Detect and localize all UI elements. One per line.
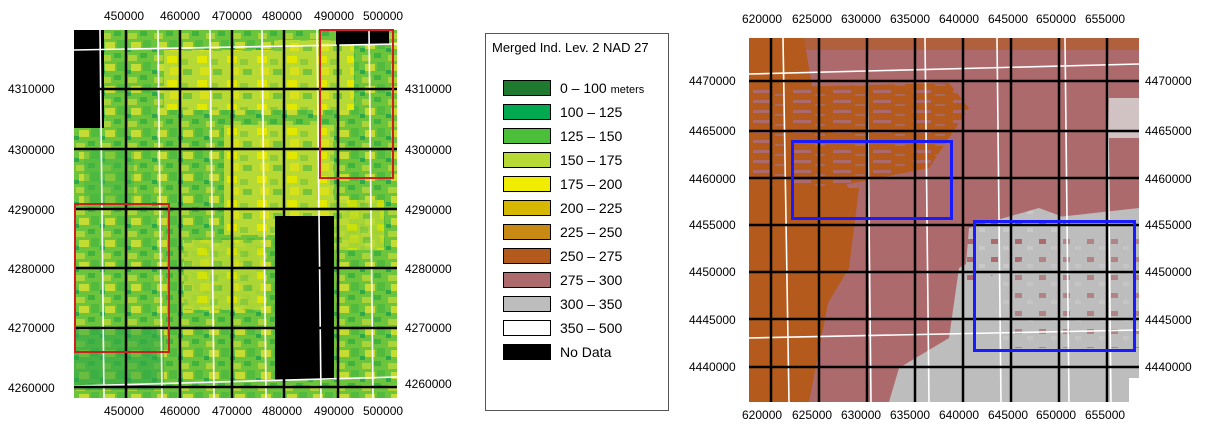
left-y-tick-right: 4310000 [405, 82, 452, 96]
left-highlight-box-southwest [74, 203, 170, 353]
legend-swatch [503, 272, 551, 288]
right-y-tick-right: 4460000 [1145, 172, 1192, 186]
right-highlight-box-northwest [791, 140, 953, 220]
legend-swatch [503, 176, 551, 192]
right-y-tick-right: 4455000 [1145, 218, 1192, 232]
right-x-tick-top: 640000 [939, 12, 980, 26]
right-x-tick-bottom: 635000 [890, 408, 931, 422]
legend-label: 0 – 100 meters [560, 80, 645, 96]
legend-label: 100 – 125 [560, 104, 623, 120]
right-y-tick-left: 4440000 [689, 360, 736, 374]
legend-swatch [503, 296, 551, 312]
legend-label: 125 – 150 [560, 128, 623, 144]
legend-swatch [503, 320, 551, 336]
right-x-tick-top: 655000 [1085, 12, 1126, 26]
legend-swatch [503, 344, 551, 360]
left-y-tick-right: 4270000 [405, 321, 452, 335]
legend-unit: meters [610, 84, 645, 96]
legend-label: 150 – 175 [560, 152, 623, 168]
left-y-tick-right: 4280000 [405, 262, 452, 276]
left-x-tick-bottom: 500000 [363, 404, 404, 418]
left-x-tick-bottom: 450000 [104, 404, 145, 418]
left-y-tick-left: 4290000 [8, 203, 55, 217]
left-y-tick-left: 4310000 [8, 82, 55, 96]
legend-swatch [503, 80, 551, 96]
right-x-tick-top: 630000 [841, 12, 882, 26]
right-x-tick-top: 650000 [1036, 12, 1077, 26]
legend-swatch [503, 152, 551, 168]
legend-swatch [503, 200, 551, 216]
left-x-tick-top: 460000 [160, 9, 201, 23]
left-y-tick-right: 4290000 [405, 203, 452, 217]
right-x-tick-bottom: 625000 [792, 408, 833, 422]
left-x-tick-bottom: 460000 [160, 404, 201, 418]
right-map-panel: 620000 625000 630000 635000 640000 64500… [680, 0, 1205, 428]
right-y-tick-right: 4470000 [1145, 74, 1192, 88]
legend-swatch [503, 248, 551, 264]
right-x-tick-bottom: 655000 [1085, 408, 1126, 422]
legend-swatch [503, 128, 551, 144]
legend-swatch [503, 224, 551, 240]
legend-title: Merged Ind. Lev. 2 NAD 27 [492, 40, 649, 55]
left-highlight-box-north [319, 29, 394, 179]
left-x-tick-top: 480000 [262, 9, 303, 23]
right-y-tick-right: 4465000 [1145, 124, 1192, 138]
left-x-tick-top: 490000 [314, 9, 355, 23]
left-y-tick-left: 4300000 [8, 143, 55, 157]
left-x-tick-top: 500000 [363, 9, 404, 23]
right-y-tick-right: 4440000 [1145, 360, 1192, 374]
right-x-tick-top: 645000 [988, 12, 1029, 26]
legend-label: 250 – 275 [560, 248, 623, 264]
right-x-tick-bottom: 645000 [988, 408, 1029, 422]
elevation-legend: Merged Ind. Lev. 2 NAD 27 0 – 100 meters… [485, 33, 669, 411]
right-x-tick-top: 635000 [890, 12, 931, 26]
left-x-tick-bottom: 480000 [262, 404, 303, 418]
right-elevation-map [749, 38, 1139, 402]
right-y-tick-left: 4460000 [689, 172, 736, 186]
left-elevation-map [74, 30, 397, 398]
right-y-tick-right: 4450000 [1145, 265, 1192, 279]
right-y-tick-left: 4450000 [689, 265, 736, 279]
legend-label: 175 – 200 [560, 176, 623, 192]
legend-label: No Data [560, 344, 612, 360]
left-x-tick-bottom: 470000 [212, 404, 253, 418]
right-y-tick-left: 4465000 [689, 124, 736, 138]
legend-label: 225 – 250 [560, 224, 623, 240]
right-x-tick-bottom: 630000 [841, 408, 882, 422]
left-y-tick-left: 4280000 [8, 262, 55, 276]
right-y-tick-right: 4445000 [1145, 313, 1192, 327]
legend-label: 275 – 300 [560, 272, 623, 288]
right-y-tick-left: 4445000 [689, 313, 736, 327]
left-map-panel: 450000 460000 470000 480000 490000 50000… [0, 0, 470, 428]
right-highlight-box-southeast [973, 220, 1136, 352]
left-x-tick-top: 450000 [104, 9, 145, 23]
left-x-tick-top: 470000 [212, 9, 253, 23]
right-x-tick-bottom: 650000 [1036, 408, 1077, 422]
left-y-tick-left: 4270000 [8, 321, 55, 335]
right-x-tick-bottom: 620000 [742, 408, 783, 422]
right-y-tick-left: 4455000 [689, 218, 736, 232]
right-x-tick-top: 620000 [742, 12, 783, 26]
right-x-tick-top: 625000 [792, 12, 833, 26]
left-y-tick-left: 4260000 [8, 381, 55, 395]
left-y-tick-right: 4260000 [405, 377, 452, 391]
legend-label: 350 – 500 [560, 320, 623, 336]
right-y-tick-left: 4470000 [689, 74, 736, 88]
right-x-tick-bottom: 640000 [939, 408, 980, 422]
left-y-tick-right: 4300000 [405, 143, 452, 157]
legend-label: 300 – 350 [560, 296, 623, 312]
legend-swatch [503, 104, 551, 120]
legend-label: 200 – 225 [560, 200, 623, 216]
left-x-tick-bottom: 490000 [314, 404, 355, 418]
